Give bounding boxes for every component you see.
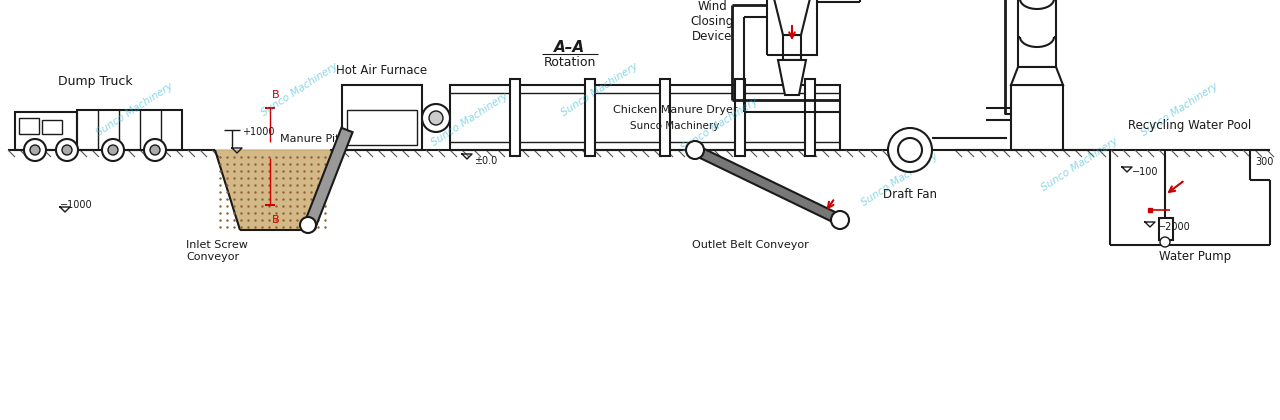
Text: A–A: A–A — [554, 40, 585, 55]
Text: Sunco Machinery: Sunco Machinery — [630, 121, 719, 131]
Bar — [1011, 85, 1062, 150]
Bar — [585, 79, 595, 156]
Text: −100: −100 — [1132, 167, 1158, 177]
Circle shape — [143, 139, 166, 161]
Circle shape — [24, 139, 46, 161]
Polygon shape — [692, 145, 842, 225]
Text: Sunco Machinery: Sunco Machinery — [1140, 81, 1220, 139]
Circle shape — [422, 104, 451, 132]
Text: B: B — [273, 215, 279, 225]
Polygon shape — [215, 150, 335, 230]
Text: Recycling Water Pool: Recycling Water Pool — [1129, 119, 1252, 132]
Circle shape — [56, 139, 78, 161]
Text: Sunco Machinery: Sunco Machinery — [260, 61, 340, 118]
Text: Wind
Closing
Device: Wind Closing Device — [690, 0, 733, 43]
Text: B: B — [273, 90, 279, 100]
Text: Sunco Machinery: Sunco Machinery — [1039, 136, 1120, 194]
Bar — [660, 79, 669, 156]
Circle shape — [1160, 237, 1170, 247]
Text: ±0.0: ±0.0 — [474, 156, 497, 166]
Circle shape — [429, 111, 443, 125]
Circle shape — [29, 145, 40, 155]
Circle shape — [899, 138, 922, 162]
Bar — [77, 110, 182, 150]
Text: Hot Air Furnace: Hot Air Furnace — [337, 64, 428, 77]
Circle shape — [831, 211, 849, 229]
Polygon shape — [767, 0, 817, 35]
Bar — [1018, 0, 1056, 67]
Text: Rotation: Rotation — [544, 56, 596, 69]
Text: +1000: +1000 — [242, 127, 274, 137]
Text: Sunco Machinery: Sunco Machinery — [430, 92, 511, 149]
Bar — [735, 79, 745, 156]
Circle shape — [102, 139, 124, 161]
Bar — [767, 0, 817, 55]
Bar — [509, 79, 520, 156]
Text: Outlet Belt Conveyor: Outlet Belt Conveyor — [691, 240, 809, 250]
Polygon shape — [1011, 67, 1062, 85]
Bar — [1158, 218, 1172, 240]
Bar — [805, 79, 815, 156]
Bar — [42, 120, 61, 134]
Text: Manure Pit: Manure Pit — [280, 134, 339, 144]
Bar — [783, 35, 801, 60]
Text: Sunco Machinery: Sunco Machinery — [860, 152, 940, 208]
Bar — [15, 112, 77, 150]
Text: Inlet Screw
Conveyor: Inlet Screw Conveyor — [186, 240, 248, 262]
Circle shape — [150, 145, 160, 155]
Text: Chicken Manure Dryer: Chicken Manure Dryer — [613, 105, 737, 115]
Polygon shape — [778, 60, 806, 95]
Circle shape — [888, 128, 932, 172]
Text: Sunco Machinery: Sunco Machinery — [680, 97, 760, 153]
Text: Water Pump: Water Pump — [1158, 250, 1231, 263]
Text: Sunco Machinery: Sunco Machinery — [559, 61, 640, 118]
Circle shape — [108, 145, 118, 155]
Text: Dump Truck: Dump Truck — [58, 75, 132, 88]
Bar — [19, 118, 38, 134]
Circle shape — [61, 145, 72, 155]
Bar — [342, 85, 422, 150]
Text: Draft Fan: Draft Fan — [883, 188, 937, 201]
Text: −1000: −1000 — [60, 200, 92, 210]
Circle shape — [686, 141, 704, 159]
Bar — [347, 110, 417, 145]
Text: Sunco Machinery: Sunco Machinery — [95, 81, 175, 139]
Text: −2000: −2000 — [1158, 222, 1190, 232]
Bar — [451, 85, 840, 150]
Circle shape — [300, 217, 316, 233]
Text: 300: 300 — [1254, 157, 1274, 167]
Polygon shape — [305, 128, 352, 227]
